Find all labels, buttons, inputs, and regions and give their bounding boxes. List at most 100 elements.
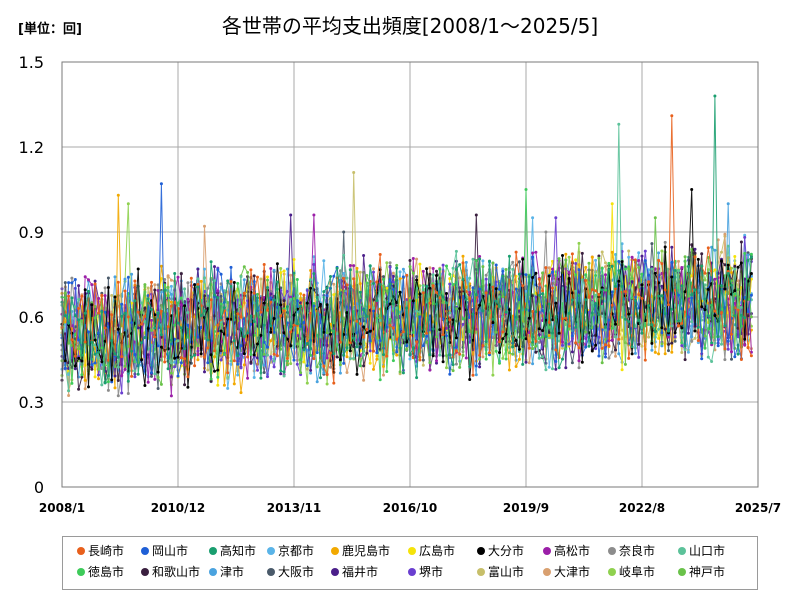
data-point (716, 238, 720, 242)
data-point (570, 334, 574, 338)
data-point (63, 281, 67, 285)
data-point (683, 348, 687, 352)
data-point (73, 278, 77, 281)
data-point (123, 368, 127, 371)
data-point (342, 271, 346, 275)
data-point (186, 375, 190, 379)
data-point (103, 294, 107, 298)
data-point (511, 345, 515, 349)
data-point (83, 340, 87, 344)
data-point (329, 332, 332, 336)
legend-marker (678, 546, 686, 555)
data-point (590, 349, 594, 353)
data-point (610, 290, 614, 294)
data-point (395, 263, 399, 267)
data-point (630, 276, 634, 280)
data-point (256, 368, 259, 372)
data-point (726, 263, 730, 267)
data-point (541, 271, 545, 275)
data-point (587, 295, 591, 299)
data-point (176, 321, 180, 325)
data-point (242, 291, 246, 295)
data-point (673, 269, 677, 272)
data-point (577, 241, 581, 245)
data-point (169, 284, 173, 288)
data-point (567, 255, 571, 259)
data-point (448, 353, 452, 357)
data-point (448, 272, 452, 276)
data-point (743, 235, 747, 239)
data-point (398, 277, 402, 281)
data-point (640, 297, 644, 300)
data-point (478, 303, 482, 307)
data-point (229, 280, 233, 284)
data-point (696, 257, 700, 261)
data-point (385, 370, 389, 373)
data-point (564, 316, 568, 320)
data-point (600, 346, 604, 350)
data-point (428, 314, 432, 318)
data-point (415, 309, 419, 313)
data-point (418, 312, 422, 316)
data-point (537, 277, 541, 281)
data-point (275, 354, 279, 358)
data-point (431, 327, 435, 331)
data-point (289, 325, 293, 328)
data-point (531, 276, 535, 279)
data-point (527, 275, 531, 279)
data-point (643, 249, 647, 253)
data-point (441, 263, 445, 267)
data-point (299, 292, 303, 296)
data-point (690, 243, 694, 247)
data-point (673, 339, 677, 343)
data-point (703, 297, 707, 301)
data-point (385, 354, 389, 358)
data-point (478, 353, 482, 357)
data-point (219, 294, 223, 298)
data-point (584, 273, 588, 277)
legend-item: 堺市 (408, 565, 443, 579)
data-point (474, 373, 478, 377)
data-point (637, 259, 641, 262)
data-point (252, 291, 256, 295)
data-point (481, 309, 485, 313)
data-point (743, 233, 747, 237)
data-point (382, 365, 385, 368)
data-point (302, 348, 306, 352)
data-point (309, 371, 313, 375)
data-point (567, 327, 571, 331)
data-point (488, 259, 491, 263)
data-point (673, 303, 677, 307)
data-point (133, 279, 137, 283)
data-point (242, 265, 246, 269)
data-point (186, 385, 190, 389)
data-point (614, 322, 617, 326)
data-point (657, 258, 661, 262)
data-point (713, 309, 717, 313)
data-point (660, 326, 664, 330)
data-point (749, 255, 753, 259)
data-point (97, 297, 100, 300)
data-point (77, 347, 81, 351)
data-point (663, 327, 667, 331)
data-point (713, 268, 717, 272)
data-point (163, 360, 167, 364)
data-point (474, 293, 478, 297)
data-point (534, 271, 538, 275)
data-point (401, 371, 405, 375)
data-point (746, 346, 750, 350)
data-point (670, 114, 674, 118)
data-point (537, 327, 541, 331)
data-point (153, 335, 157, 339)
data-point (295, 322, 299, 326)
data-point (643, 312, 647, 316)
data-point (554, 273, 558, 277)
data-point (401, 275, 405, 279)
data-point (309, 368, 313, 372)
data-point (627, 356, 631, 360)
legend-label: 岡山市 (152, 544, 189, 558)
data-point (113, 374, 117, 378)
data-point (574, 273, 578, 277)
data-point (372, 298, 375, 302)
data-point (484, 291, 488, 295)
